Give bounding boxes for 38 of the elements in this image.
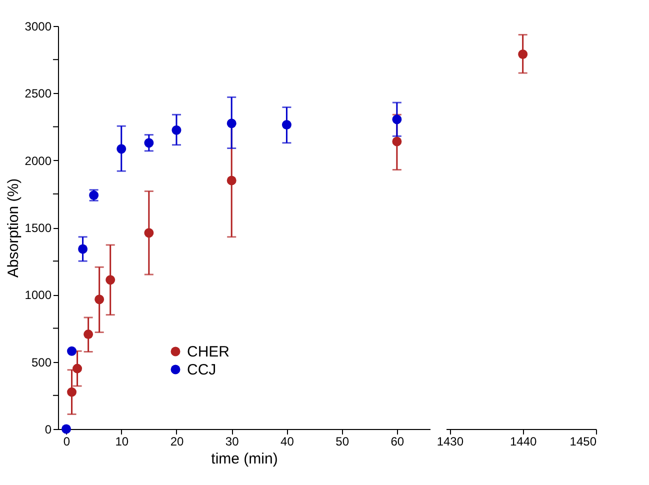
point: [72, 364, 82, 374]
legend-label: CCJ: [187, 362, 216, 378]
x-tick-label: 1440: [510, 434, 537, 448]
point: [106, 275, 116, 285]
point: [84, 330, 94, 340]
x-tick-label: 20: [170, 434, 184, 448]
point: [226, 176, 236, 186]
point: [94, 294, 104, 304]
point: [144, 228, 154, 238]
y-axis-title: Absorption (%): [4, 178, 22, 278]
legend-label: CHER: [187, 344, 230, 360]
y-tick-label: 2500: [24, 86, 52, 101]
y-tick-label: 500: [31, 355, 52, 370]
x-tick-label: 60: [390, 434, 404, 448]
y-tick-label: 1000: [24, 288, 52, 302]
x-tick-label: 0: [63, 434, 70, 448]
y-tick-label: 1500: [24, 221, 52, 235]
y-tick-label: 3000: [24, 20, 52, 34]
y-tick-label: 0: [44, 422, 52, 436]
x-axis-title: time (min): [211, 450, 278, 468]
point: [282, 120, 292, 130]
point: [392, 136, 402, 146]
point: [62, 424, 72, 434]
y-tick-label: 2000: [24, 154, 52, 168]
point: [116, 144, 126, 154]
x-tick-label: 50: [336, 434, 350, 448]
point: [67, 346, 77, 356]
x-tick-label: 30: [225, 434, 240, 448]
point: [392, 114, 402, 124]
x-tick-label: 40: [280, 434, 294, 448]
point: [67, 387, 77, 397]
x-tick-label: 10: [115, 434, 129, 448]
x-tick-label: 1430: [436, 434, 464, 448]
point: [144, 138, 154, 148]
point: [78, 244, 88, 254]
point: [172, 125, 182, 135]
point: [226, 118, 236, 128]
x-tick-label: 1450: [570, 434, 597, 448]
